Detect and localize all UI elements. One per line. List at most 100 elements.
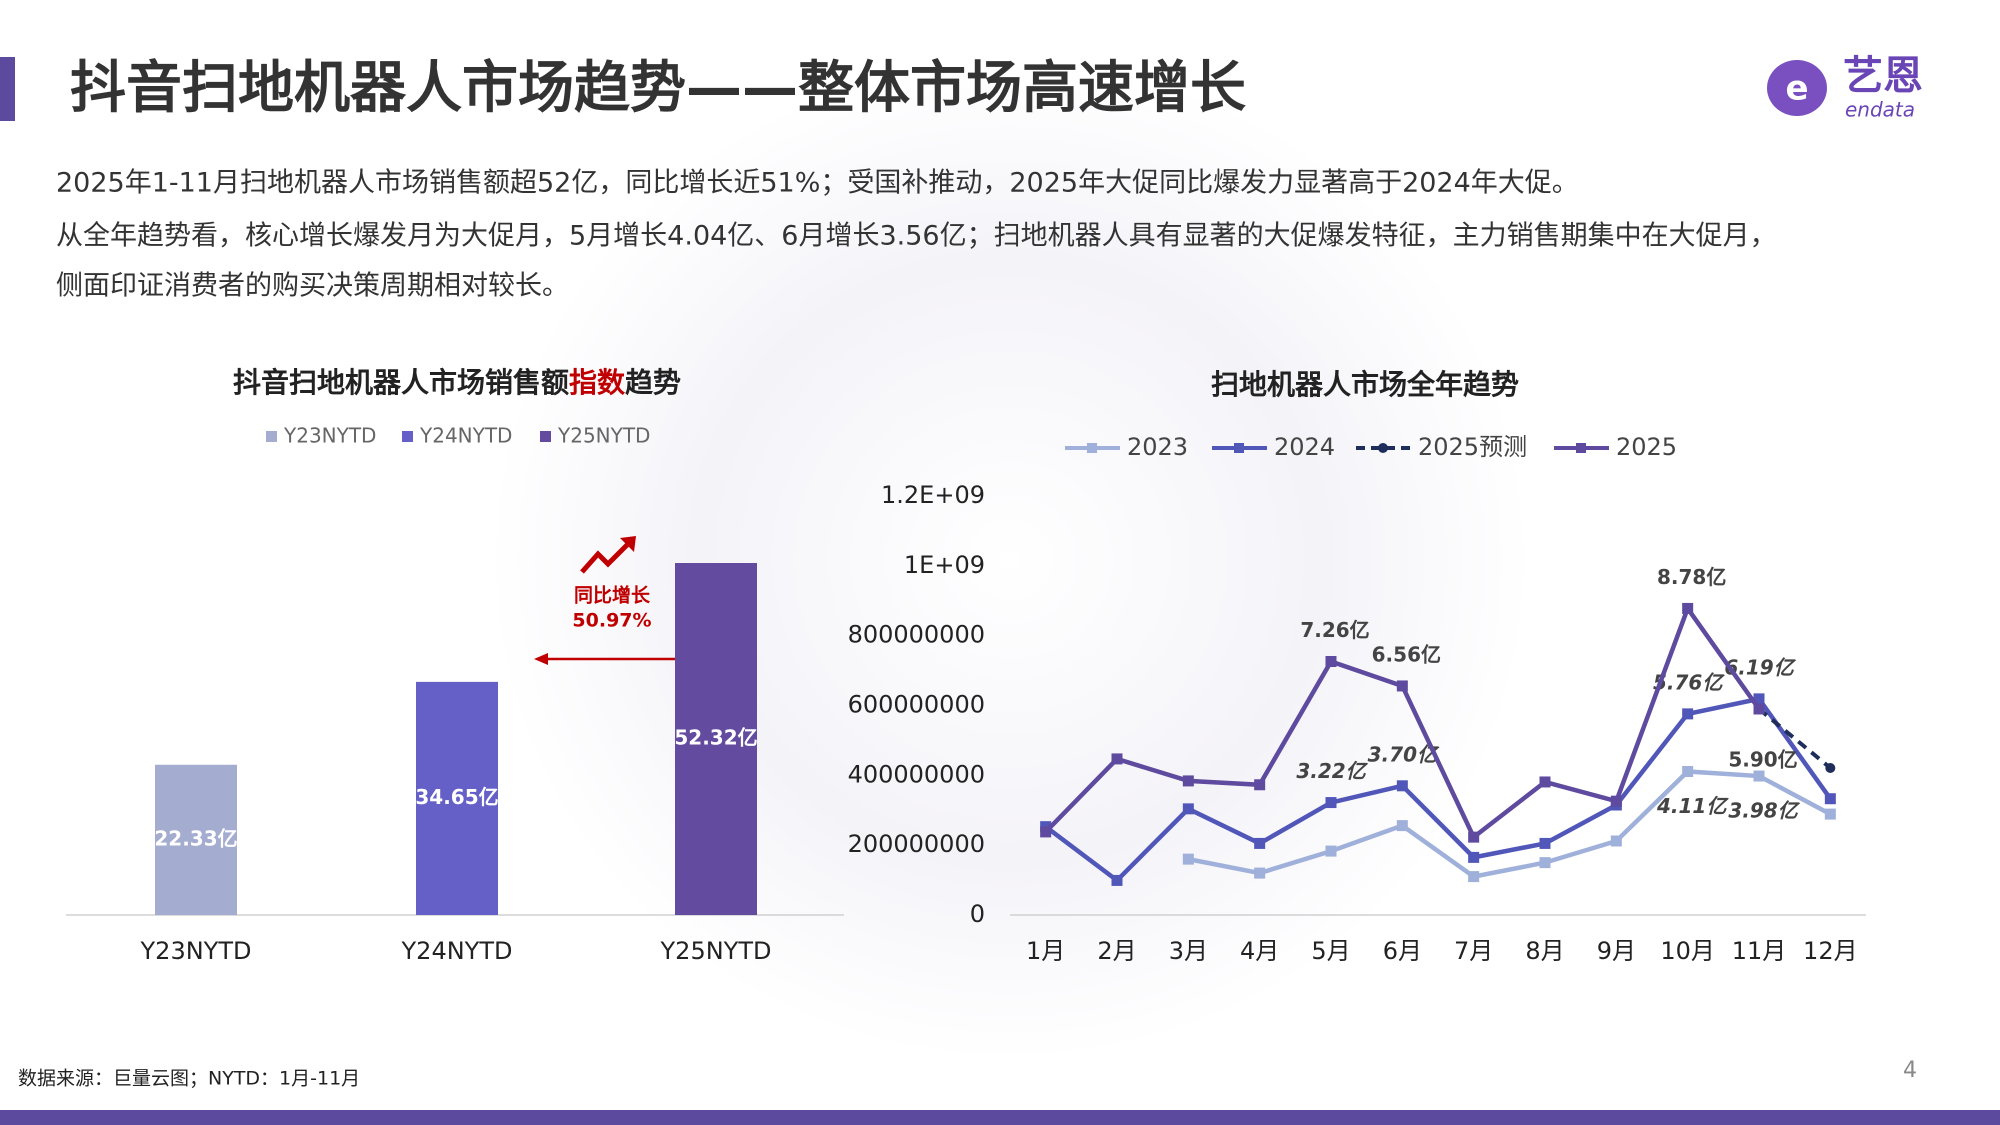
point-marker bbox=[1610, 835, 1622, 847]
data-label: 3.98亿 bbox=[1728, 799, 1800, 823]
y-tick-label: 800000000 bbox=[848, 621, 985, 649]
footer-band bbox=[0, 1110, 2000, 1125]
logo: e 艺恩 endata bbox=[1767, 53, 1923, 122]
point-marker bbox=[1753, 770, 1765, 782]
legend-label: 2024 bbox=[1274, 433, 1335, 461]
x-tick-label: 1月 bbox=[1026, 937, 1065, 965]
x-tick-label: 6月 bbox=[1383, 937, 1422, 965]
legend-marker bbox=[1087, 443, 1097, 453]
series-line bbox=[1187, 769, 1832, 879]
x-tick-label: Y23NYTD bbox=[140, 937, 252, 965]
point-marker bbox=[1396, 680, 1408, 692]
x-tick-label: 7月 bbox=[1454, 937, 1493, 965]
data-label: 8.78亿 bbox=[1657, 565, 1726, 589]
point-marker bbox=[1254, 779, 1266, 791]
logo-text: 艺恩 bbox=[1843, 53, 1923, 99]
legend-label: 2025预测 bbox=[1418, 433, 1527, 461]
bar bbox=[675, 563, 757, 915]
point-marker bbox=[1182, 803, 1194, 815]
y-tick-label: 0 bbox=[970, 900, 985, 928]
x-tick-label: 3月 bbox=[1169, 937, 1208, 965]
bar-value-label: 52.32亿 bbox=[674, 726, 757, 750]
point-marker bbox=[1682, 602, 1694, 614]
source-note: 数据来源：巨量云图；NYTD：1月-11月 bbox=[18, 1068, 360, 1090]
legend-swatch bbox=[540, 431, 551, 442]
legend-label: 2025 bbox=[1616, 433, 1677, 461]
bar-value-label: 34.65亿 bbox=[415, 785, 498, 809]
data-label: 7.26亿 bbox=[1300, 618, 1369, 642]
point-marker bbox=[1040, 826, 1052, 838]
data-label: 3.22亿 bbox=[1296, 759, 1368, 783]
chart-title-part: 抖音扫地机器人市场销售额 bbox=[233, 366, 569, 399]
point-marker bbox=[1182, 775, 1194, 787]
data-label: 5.90亿 bbox=[1728, 747, 1797, 771]
chart-title: 抖音扫地机器人市场销售额指数趋势 bbox=[233, 366, 681, 399]
legend-swatch bbox=[266, 431, 277, 442]
x-tick-label: 8月 bbox=[1525, 937, 1564, 965]
x-tick-label: 11月 bbox=[1732, 937, 1787, 965]
bar bbox=[416, 681, 498, 915]
point-marker bbox=[1610, 795, 1622, 807]
point-marker bbox=[1824, 793, 1836, 805]
point-marker bbox=[1111, 874, 1123, 886]
growth-icon-head bbox=[620, 536, 636, 552]
point-marker bbox=[1753, 703, 1765, 715]
point-marker bbox=[1254, 837, 1266, 849]
page-title: 抖音扫地机器人市场趋势——整体市场高速增长 bbox=[70, 56, 1246, 121]
point-marker bbox=[1468, 831, 1480, 843]
series-line bbox=[1757, 707, 1832, 770]
x-tick-label: 10月 bbox=[1660, 937, 1715, 965]
paragraph: 从全年趋势看，核心增长爆发月为大促月，5月增长4.04亿、6月增长3.56亿；扫… bbox=[56, 221, 1777, 252]
logo-subtext: endata bbox=[1845, 98, 1915, 122]
x-tick-label: 4月 bbox=[1240, 937, 1279, 965]
point-marker bbox=[1325, 845, 1337, 857]
point-marker bbox=[1111, 753, 1123, 765]
annotation-arrow-head bbox=[534, 653, 548, 665]
legend-marker bbox=[1234, 443, 1244, 453]
y-tick-label: 1.2E+09 bbox=[881, 481, 985, 509]
x-tick-label: 9月 bbox=[1597, 937, 1636, 965]
legend-label: Y24NYTD bbox=[419, 424, 512, 448]
point-marker bbox=[1325, 656, 1337, 668]
series-line bbox=[1044, 696, 1833, 884]
point-marker bbox=[1825, 763, 1836, 774]
y-tick-label: 400000000 bbox=[848, 760, 985, 788]
data-label: 3.70亿 bbox=[1368, 742, 1440, 766]
point-marker bbox=[1682, 765, 1694, 777]
data-label: 4.11亿 bbox=[1656, 794, 1729, 818]
point-marker bbox=[1539, 776, 1551, 788]
point-marker bbox=[1325, 797, 1337, 809]
y-tick-label: 200000000 bbox=[848, 830, 985, 858]
point-marker bbox=[1254, 867, 1266, 879]
point-marker bbox=[1539, 857, 1551, 869]
legend-marker bbox=[1576, 443, 1586, 453]
point-marker bbox=[1396, 820, 1408, 832]
point-marker bbox=[1468, 871, 1480, 883]
annotation: 50.97% bbox=[572, 610, 651, 632]
y-tick-label: 600000000 bbox=[848, 691, 985, 719]
logo-mark bbox=[1767, 60, 1827, 116]
x-tick-label: Y24NYTD bbox=[401, 937, 513, 965]
growth-icon bbox=[580, 540, 632, 574]
chart-title-part: 趋势 bbox=[625, 366, 681, 399]
chart-title: 扫地机器人市场全年趋势 bbox=[1211, 368, 1519, 401]
point-marker bbox=[1753, 693, 1765, 705]
data-label: 6.56亿 bbox=[1372, 642, 1441, 666]
point-marker bbox=[1682, 708, 1694, 720]
x-tick-label: 5月 bbox=[1311, 937, 1350, 965]
x-tick-label: 2月 bbox=[1097, 937, 1136, 965]
x-tick-label: Y25NYTD bbox=[660, 937, 772, 965]
page-number: 4 bbox=[1903, 1058, 1917, 1083]
paragraph: 2025年1-11月扫地机器人市场销售额超52亿，同比增长近51%；受国补推动，… bbox=[56, 168, 1579, 199]
logo-glyph: e bbox=[1785, 69, 1808, 109]
legend-label: 2023 bbox=[1127, 433, 1188, 461]
point-marker bbox=[1396, 780, 1408, 792]
header-accent bbox=[0, 57, 15, 121]
point-marker bbox=[1539, 837, 1551, 849]
background-swirl bbox=[490, 60, 1530, 1060]
chart-title-part: 指数 bbox=[569, 366, 626, 399]
paragraph: 侧面印证消费者的购买决策周期相对较长。 bbox=[56, 271, 569, 302]
bar bbox=[155, 764, 237, 915]
